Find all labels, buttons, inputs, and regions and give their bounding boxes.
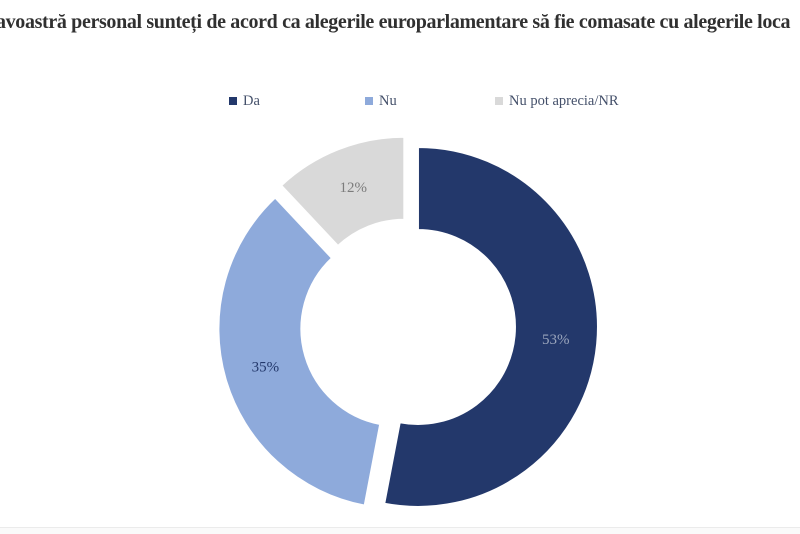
data-label-da: 53%	[542, 332, 570, 348]
pie-slice-nu	[217, 196, 382, 507]
chart-title: avoastră personal sunteți de acord ca al…	[0, 11, 791, 33]
legend-item-nu: Nu	[365, 92, 397, 110]
legend-swatch-nu	[365, 97, 373, 105]
legend-item-nu-pot-aprecia-nr: Nu pot aprecia/NR	[495, 92, 619, 110]
legend-swatch-da	[229, 97, 237, 105]
pie-slice-da	[383, 145, 599, 508]
legend-label-da: Da	[243, 92, 260, 109]
legend-swatch-nu-pot-aprecia-nr	[495, 97, 503, 105]
footer-strip	[0, 527, 800, 534]
legend-item-da: Da	[229, 92, 260, 110]
pie-slice-nu-pot-aprecia-nr	[279, 135, 406, 248]
data-label-nu-pot-aprecia-nr: 12%	[340, 180, 368, 196]
data-label-nu: 35%	[252, 359, 280, 375]
legend-label-nu-pot-aprecia-nr: Nu pot aprecia/NR	[509, 92, 619, 109]
legend-label-nu: Nu	[379, 92, 397, 109]
